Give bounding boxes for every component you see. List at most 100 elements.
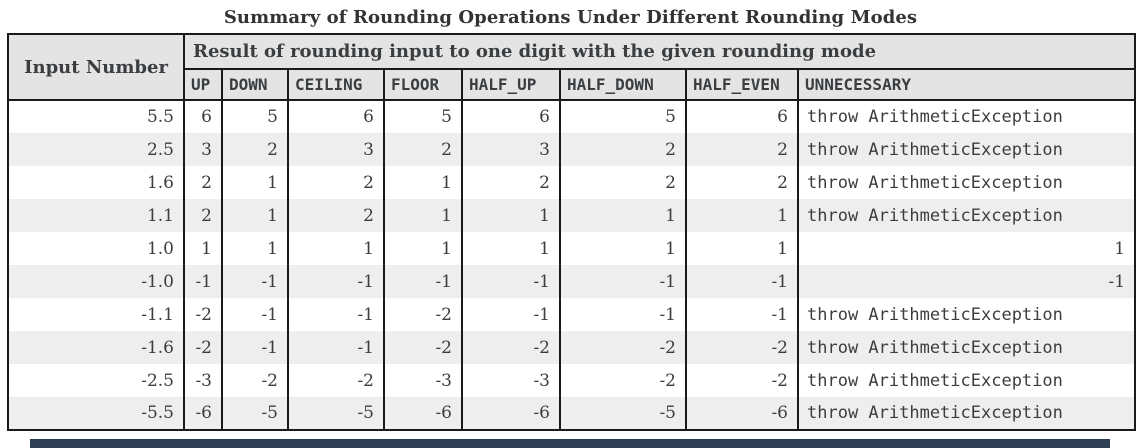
value-cell: -2 bbox=[559, 364, 687, 397]
value-cell: -6 bbox=[183, 397, 223, 430]
exception-cell: throw ArithmeticException bbox=[796, 364, 1137, 397]
value-cell: 1 bbox=[183, 232, 223, 265]
value-cell: -6 bbox=[461, 397, 561, 430]
input-number-cell: 1.1 bbox=[7, 199, 185, 232]
value-cell: -1 bbox=[461, 298, 561, 331]
value-cell: 5 bbox=[559, 100, 687, 133]
value-cell: -2 bbox=[559, 331, 687, 364]
value-cell: -1 bbox=[685, 265, 799, 298]
value-cell: -2 bbox=[685, 364, 799, 397]
table-row: -1.1 -2 -1 -1 -2 -1 -1 -1 throw ArithmeticExcept… bbox=[7, 298, 1137, 331]
exception-cell: throw ArithmeticException bbox=[796, 397, 1137, 430]
column-header-floor: FLOOR bbox=[383, 69, 463, 101]
value-cell: 2 bbox=[685, 133, 799, 166]
value-cell: 1 bbox=[559, 199, 687, 232]
value-cell: -6 bbox=[685, 397, 799, 430]
table-row: -1.0 -1 -1 -1 -1 -1 -1 -1 -1 bbox=[7, 265, 1137, 298]
exception-cell: throw ArithmeticException bbox=[796, 199, 1137, 232]
value-cell: -1 bbox=[559, 265, 687, 298]
input-number-cell: -2.5 bbox=[7, 364, 185, 397]
input-number-cell: -1.1 bbox=[7, 298, 185, 331]
value-cell: 1 bbox=[796, 232, 1137, 265]
table-body: 5.5 6 5 6 5 6 5 6 throw ArithmeticException 2.5 3 2… bbox=[7, 100, 1137, 430]
value-cell: -2 bbox=[183, 331, 223, 364]
value-cell: -6 bbox=[383, 397, 463, 430]
value-cell: -2 bbox=[461, 331, 561, 364]
value-cell: 1 bbox=[221, 232, 289, 265]
exception-cell: throw ArithmeticException bbox=[796, 166, 1137, 199]
value-cell: -1 bbox=[221, 331, 289, 364]
value-cell: -3 bbox=[461, 364, 561, 397]
value-cell: -1 bbox=[796, 265, 1137, 298]
value-cell: 2 bbox=[221, 133, 289, 166]
value-cell: 6 bbox=[461, 100, 561, 133]
value-cell: -2 bbox=[221, 364, 289, 397]
value-cell: -1 bbox=[461, 265, 561, 298]
value-cell: 3 bbox=[287, 133, 385, 166]
value-cell: 2 bbox=[287, 199, 385, 232]
value-cell: 3 bbox=[183, 133, 223, 166]
value-cell: 1 bbox=[383, 166, 463, 199]
value-cell: 1 bbox=[221, 199, 289, 232]
column-header-ceiling: CEILING bbox=[287, 69, 385, 101]
input-number-cell: 1.0 bbox=[7, 232, 185, 265]
input-number-cell: -1.0 bbox=[7, 265, 185, 298]
value-cell: -1 bbox=[383, 265, 463, 298]
input-number-cell: -1.6 bbox=[7, 331, 185, 364]
value-cell: 2 bbox=[685, 166, 799, 199]
page-title: Summary of Rounding Operations Under Dif… bbox=[223, 7, 918, 28]
table-row: 2.5 3 2 3 2 3 2 2 throw ArithmeticException bbox=[7, 133, 1137, 166]
value-cell: 2 bbox=[383, 133, 463, 166]
table-row: 1.1 2 1 2 1 1 1 1 throw ArithmeticException bbox=[7, 199, 1137, 232]
column-group-header: Result of rounding input to one digit wi… bbox=[182, 34, 1137, 70]
value-cell: 2 bbox=[559, 133, 687, 166]
value-cell: 2 bbox=[183, 166, 223, 199]
value-cell: -1 bbox=[559, 298, 687, 331]
rounding-modes-table: Input Number Result of rounding input to… bbox=[7, 33, 1137, 431]
value-cell: 6 bbox=[685, 100, 799, 133]
value-cell: -5 bbox=[559, 397, 687, 430]
value-cell: -2 bbox=[383, 331, 463, 364]
table-header: Input Number Result of rounding input to… bbox=[7, 34, 1137, 101]
value-cell: -1 bbox=[287, 298, 385, 331]
column-header-input-number: Input Number bbox=[7, 34, 185, 101]
mode-header-row: UP DOWN CEILING FLOOR HALF_UP HALF_DOWN HALF_E… bbox=[8, 69, 1137, 101]
value-cell: 5 bbox=[221, 100, 289, 133]
value-cell: 5 bbox=[383, 100, 463, 133]
value-cell: -1 bbox=[221, 265, 289, 298]
value-cell: -1 bbox=[287, 331, 385, 364]
table-row: -1.6 -2 -1 -1 -2 -2 -2 -2 throw ArithmeticExcept… bbox=[7, 331, 1137, 364]
input-number-cell: 5.5 bbox=[7, 100, 185, 133]
value-cell: -1 bbox=[685, 298, 799, 331]
value-cell: -1 bbox=[183, 265, 223, 298]
input-number-cell: 2.5 bbox=[7, 133, 185, 166]
value-cell: -3 bbox=[383, 364, 463, 397]
input-number-cell: -5.5 bbox=[7, 397, 185, 430]
value-cell: 2 bbox=[559, 166, 687, 199]
value-cell: 6 bbox=[183, 100, 223, 133]
bottom-nav-bar bbox=[30, 439, 1110, 448]
input-number-cell: 1.6 bbox=[7, 166, 185, 199]
table-row: 5.5 6 5 6 5 6 5 6 throw ArithmeticException bbox=[7, 100, 1137, 133]
value-cell: 1 bbox=[383, 199, 463, 232]
value-cell: 6 bbox=[287, 100, 385, 133]
column-header-up: UP bbox=[183, 69, 223, 101]
value-cell: 2 bbox=[461, 166, 561, 199]
value-cell: -2 bbox=[287, 364, 385, 397]
value-cell: 1 bbox=[383, 232, 463, 265]
value-cell: -3 bbox=[183, 364, 223, 397]
value-cell: -1 bbox=[287, 265, 385, 298]
column-header-half_even: HALF_EVEN bbox=[685, 69, 799, 101]
value-cell: -5 bbox=[287, 397, 385, 430]
value-cell: 1 bbox=[461, 232, 561, 265]
value-cell: 3 bbox=[461, 133, 561, 166]
exception-cell: throw ArithmeticException bbox=[796, 100, 1137, 133]
value-cell: 1 bbox=[461, 199, 561, 232]
value-cell: 1 bbox=[685, 232, 799, 265]
column-header-unnecessary: UNNECESSARY bbox=[796, 69, 1137, 101]
value-cell: 2 bbox=[183, 199, 223, 232]
value-cell: -2 bbox=[383, 298, 463, 331]
column-header-down: DOWN bbox=[221, 69, 289, 101]
value-cell: 1 bbox=[559, 232, 687, 265]
